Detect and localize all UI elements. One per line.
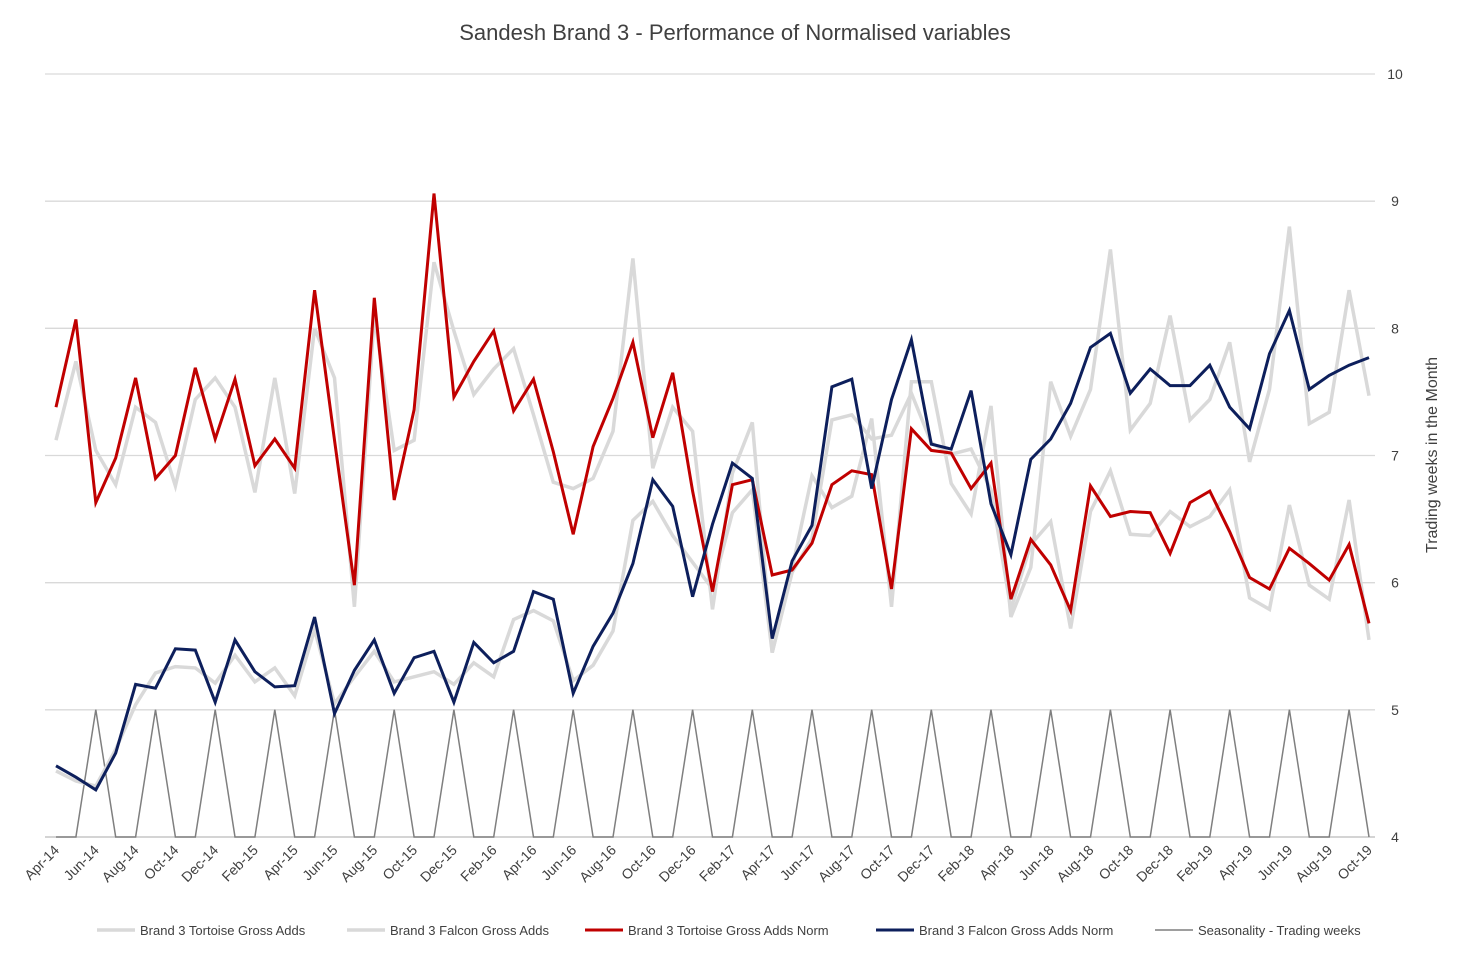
x-tick-label: Dec-16 (655, 842, 698, 885)
x-tick-label: Aug-15 (337, 842, 380, 885)
legend-label: Brand 3 Tortoise Gross Adds Norm (628, 923, 829, 938)
x-tick-label: Dec-17 (894, 842, 937, 885)
x-tick-label: Apr-16 (499, 842, 540, 883)
x-tick-label: Jun-18 (1015, 842, 1057, 884)
x-tick-label: Oct-16 (618, 842, 659, 883)
right-tick-label: 10 (1387, 66, 1403, 82)
x-tick-label: Jun-17 (777, 842, 819, 884)
legend-label: Brand 3 Tortoise Gross Adds (140, 923, 306, 938)
x-tick-label: Jun-19 (1254, 842, 1296, 884)
series-line-4 (56, 709, 1370, 838)
x-tick-label: Oct-15 (379, 842, 420, 883)
x-tick-label: Apr-17 (737, 842, 778, 883)
x-tick-label: Apr-14 (21, 842, 62, 883)
x-tick-label: Aug-18 (1053, 842, 1096, 885)
x-tick-label: Feb-19 (1173, 842, 1216, 885)
x-tick-label: Feb-16 (457, 842, 500, 885)
right-axis-label: Trading weeks in the Month (1424, 357, 1441, 553)
x-tick-label: Feb-17 (696, 842, 739, 885)
legend-label: Brand 3 Falcon Gross Adds (390, 923, 549, 938)
series-line-2 (54, 193, 1371, 624)
x-tick-label: Jun-16 (538, 842, 580, 884)
legend-label: Seasonality - Trading weeks (1198, 923, 1361, 938)
x-tick-label: Aug-16 (576, 842, 619, 885)
x-tick-label: Aug-17 (815, 842, 858, 885)
series-lines (54, 193, 1371, 838)
legend: Brand 3 Tortoise Gross Adds Brand 3 Falco… (97, 923, 1361, 938)
right-tick-label: 8 (1391, 320, 1399, 336)
x-tick-label: Oct-18 (1095, 842, 1136, 883)
chart-title: Sandesh Brand 3 - Performance of Normali… (459, 20, 1011, 45)
x-axis-ticks: Apr-14Jun-14Aug-14Oct-14Dec-14Feb-15Apr-… (21, 842, 1375, 885)
x-tick-label: Dec-18 (1133, 842, 1176, 885)
x-tick-label: Oct-14 (140, 842, 181, 883)
x-tick-label: Dec-14 (178, 842, 221, 885)
x-tick-label: Jun-14 (60, 842, 102, 884)
right-axis-ticks: 10 9 8 7 6 5 4 (1387, 66, 1403, 845)
right-tick-label: 7 (1391, 448, 1399, 464)
x-tick-label: Apr-15 (260, 842, 301, 883)
x-tick-label: Dec-15 (417, 842, 460, 885)
right-tick-label: 4 (1391, 829, 1399, 845)
x-tick-label: Feb-18 (935, 842, 978, 885)
series-line-3 (55, 306, 1370, 793)
x-tick-label: Apr-19 (1215, 842, 1256, 883)
x-tick-label: Aug-19 (1292, 842, 1335, 885)
series-line-0 (54, 226, 1371, 654)
x-tick-label: Feb-15 (218, 842, 261, 885)
right-tick-label: 9 (1391, 193, 1399, 209)
right-tick-label: 6 (1391, 575, 1399, 591)
legend-label: Brand 3 Falcon Gross Adds Norm (919, 923, 1113, 938)
x-tick-label: Aug-14 (98, 842, 141, 885)
x-tick-label: Oct-19 (1334, 842, 1375, 883)
x-tick-label: Apr-18 (976, 842, 1017, 883)
x-tick-label: Jun-15 (299, 842, 341, 884)
x-tick-label: Oct-17 (857, 842, 898, 883)
right-tick-label: 5 (1391, 702, 1399, 718)
